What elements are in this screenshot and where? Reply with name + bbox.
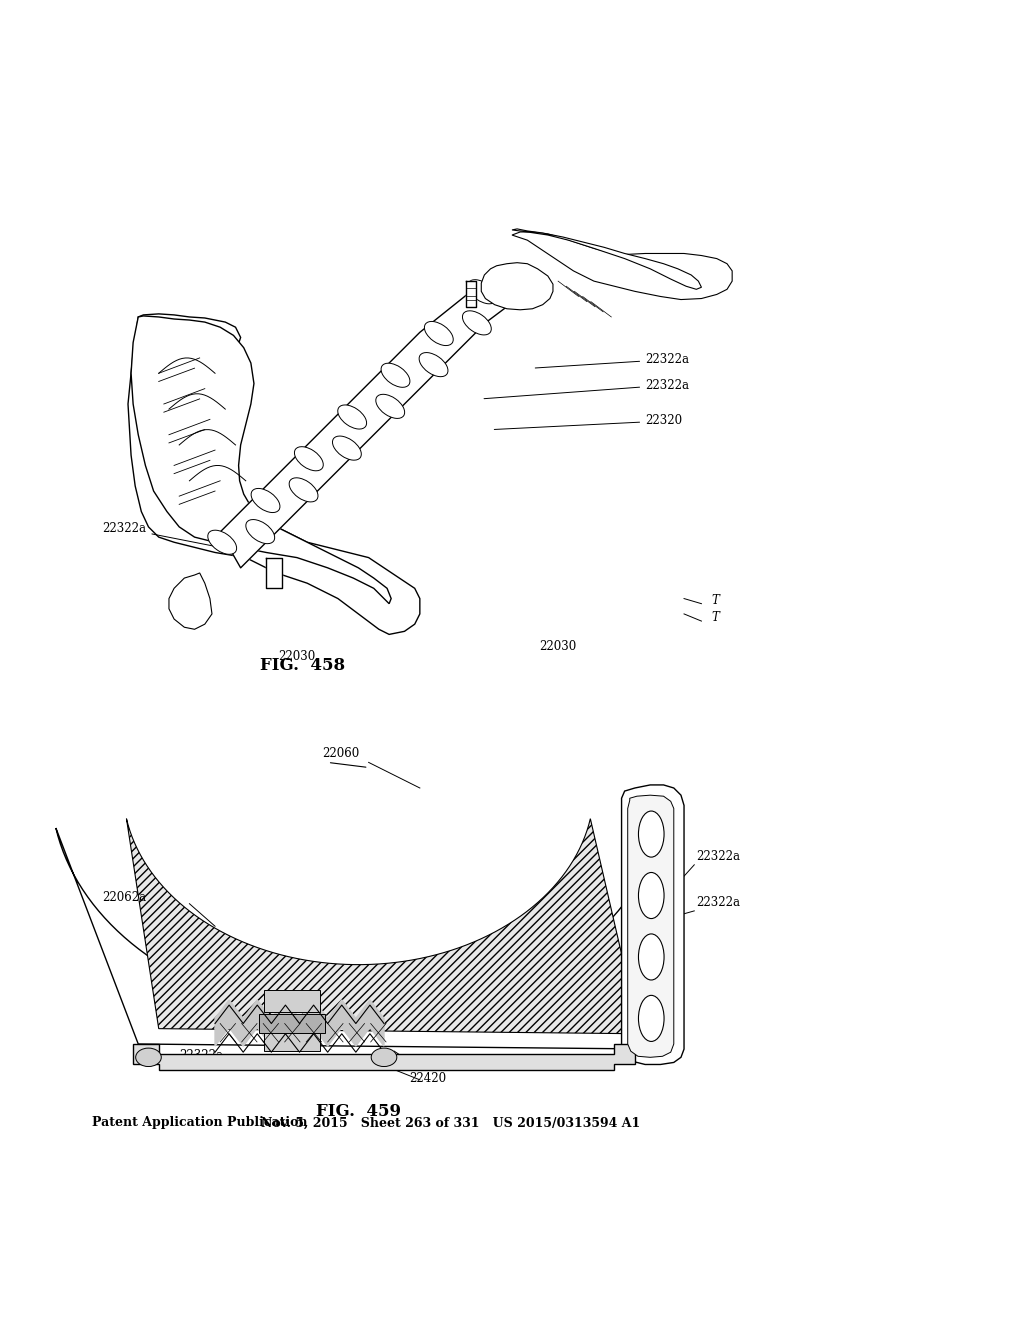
Ellipse shape xyxy=(381,363,410,387)
PathPatch shape xyxy=(56,828,660,1049)
Text: FIG.  459: FIG. 459 xyxy=(315,1102,401,1119)
Text: 22030: 22030 xyxy=(540,640,577,653)
Text: T: T xyxy=(712,594,720,607)
Text: 22420: 22420 xyxy=(410,1072,446,1085)
Text: Patent Application Publication: Patent Application Publication xyxy=(92,1117,307,1130)
Text: FIG.  458: FIG. 458 xyxy=(259,657,345,675)
PathPatch shape xyxy=(169,573,212,630)
Ellipse shape xyxy=(208,531,237,554)
Ellipse shape xyxy=(639,995,664,1041)
Polygon shape xyxy=(266,557,282,589)
PathPatch shape xyxy=(128,314,420,635)
Ellipse shape xyxy=(639,935,664,979)
Ellipse shape xyxy=(338,405,367,429)
PathPatch shape xyxy=(481,263,553,310)
Text: 22322a: 22322a xyxy=(484,379,689,399)
PathPatch shape xyxy=(131,315,391,603)
Ellipse shape xyxy=(246,520,274,544)
Text: 22322a: 22322a xyxy=(179,1049,223,1063)
Text: 22062a: 22062a xyxy=(410,1055,454,1068)
Text: T: T xyxy=(712,611,720,624)
Text: 22322a: 22322a xyxy=(536,352,689,368)
PathPatch shape xyxy=(133,1044,635,1069)
Text: 22320: 22320 xyxy=(495,414,682,429)
PathPatch shape xyxy=(512,232,732,300)
Text: 22062a: 22062a xyxy=(102,891,146,904)
FancyBboxPatch shape xyxy=(263,990,319,1012)
Text: Nov. 5, 2015   Sheet 263 of 331   US 2015/0313594 A1: Nov. 5, 2015 Sheet 263 of 331 US 2015/03… xyxy=(261,1117,640,1130)
PathPatch shape xyxy=(622,785,684,1064)
Ellipse shape xyxy=(639,810,664,857)
PathPatch shape xyxy=(126,818,640,1034)
Ellipse shape xyxy=(135,1048,162,1067)
Ellipse shape xyxy=(333,436,361,461)
Polygon shape xyxy=(215,1001,384,1045)
Polygon shape xyxy=(466,281,476,306)
Text: 22322a: 22322a xyxy=(102,521,217,546)
Ellipse shape xyxy=(639,873,664,919)
Ellipse shape xyxy=(295,446,324,471)
Ellipse shape xyxy=(376,395,404,418)
Ellipse shape xyxy=(371,1048,397,1067)
Text: 22322a: 22322a xyxy=(696,850,740,863)
Text: 22030: 22030 xyxy=(279,649,315,663)
Text: 22060: 22060 xyxy=(323,747,359,760)
PathPatch shape xyxy=(628,795,674,1057)
Text: 22322a: 22322a xyxy=(696,896,740,908)
Ellipse shape xyxy=(251,488,280,512)
Ellipse shape xyxy=(506,269,535,293)
Ellipse shape xyxy=(424,322,454,346)
FancyBboxPatch shape xyxy=(263,1032,319,1051)
PathPatch shape xyxy=(512,228,701,289)
Ellipse shape xyxy=(463,310,492,335)
Ellipse shape xyxy=(468,280,497,304)
Ellipse shape xyxy=(289,478,318,502)
Polygon shape xyxy=(220,265,522,568)
Ellipse shape xyxy=(419,352,447,376)
FancyBboxPatch shape xyxy=(258,1014,325,1032)
